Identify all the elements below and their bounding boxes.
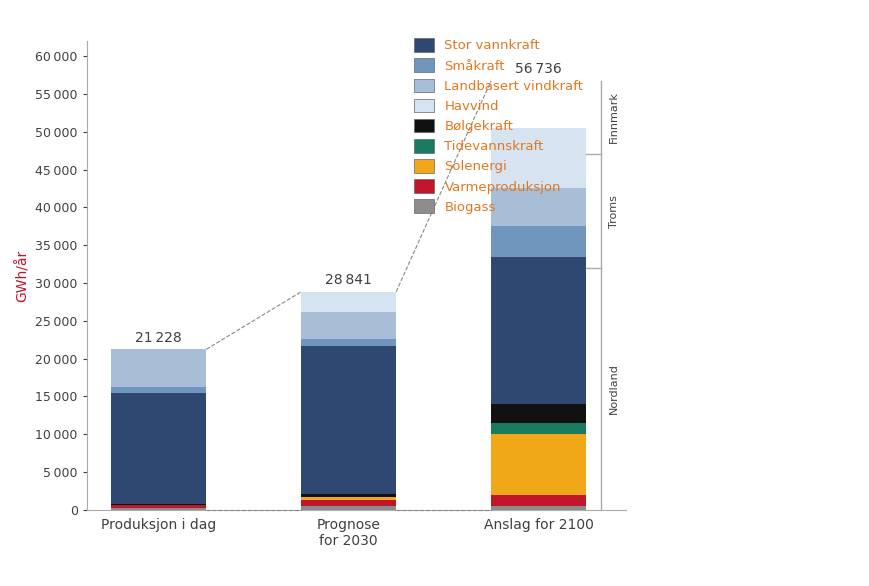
Bar: [491, 404, 586, 423]
Bar: [491, 128, 586, 189]
Legend: Stor vannkraft, Småkraft, Landbasert vindkraft, Havvind, Bølgekraft, Tidevannskr: Stor vannkraft, Småkraft, Landbasert vin…: [414, 38, 583, 214]
Bar: [111, 393, 206, 504]
Bar: [302, 339, 396, 346]
Bar: [302, 346, 396, 493]
Bar: [302, 506, 396, 510]
Bar: [302, 500, 396, 506]
Bar: [491, 423, 586, 434]
Text: Troms: Troms: [609, 195, 619, 227]
Bar: [302, 292, 396, 312]
Bar: [491, 434, 586, 495]
Bar: [111, 504, 206, 505]
Bar: [491, 226, 586, 257]
Bar: [111, 349, 206, 387]
Bar: [491, 506, 586, 510]
Bar: [302, 497, 396, 500]
Text: 28 841: 28 841: [325, 273, 372, 287]
Bar: [491, 257, 586, 404]
Text: Finnmark: Finnmark: [609, 91, 619, 142]
Bar: [111, 505, 206, 507]
Text: 56 736: 56 736: [515, 62, 562, 76]
Bar: [491, 189, 586, 226]
Text: Nordland: Nordland: [609, 363, 619, 414]
Bar: [302, 312, 396, 339]
Bar: [111, 507, 206, 510]
Bar: [491, 495, 586, 506]
Bar: [111, 387, 206, 393]
Y-axis label: GWh/år: GWh/år: [16, 249, 30, 302]
Bar: [302, 493, 396, 497]
Text: 21 228: 21 228: [136, 331, 182, 345]
